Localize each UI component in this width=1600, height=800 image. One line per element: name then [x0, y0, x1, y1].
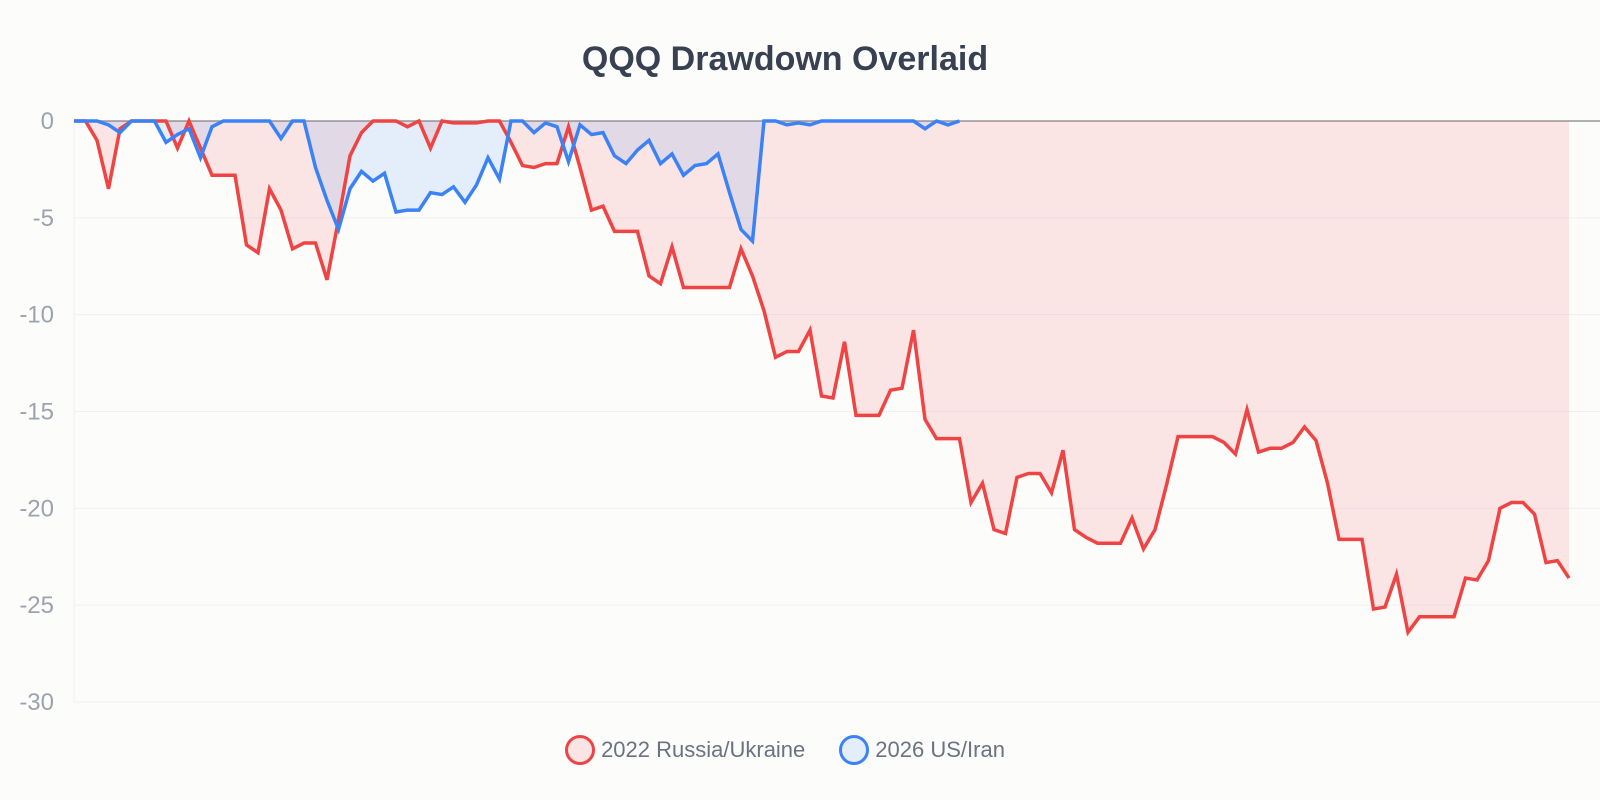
chart-title: QQQ Drawdown Overlaid	[581, 40, 989, 78]
series-line-1	[74, 119, 961, 245]
y-tick-label: -5	[33, 205, 54, 232]
y-tick-label: -30	[19, 689, 54, 716]
legend: 2022 Russia/Ukraine 2026 US/Iran	[0, 735, 1570, 765]
y-tick-label: 0	[41, 108, 54, 135]
series-area-1	[74, 121, 960, 242]
y-tick-label: -15	[19, 399, 54, 426]
y-tick-label: -25	[19, 592, 54, 619]
legend-label: 2026 US/Iran	[875, 737, 1005, 762]
legend-item-russia-ukraine[interactable]: 2022 Russia/Ukraine	[565, 735, 805, 765]
series-area-0	[74, 121, 1569, 633]
legend-item-us-iran[interactable]: 2026 US/Iran	[839, 735, 1005, 765]
y-tick-label: -10	[19, 302, 54, 329]
legend-swatch-red	[565, 735, 596, 765]
y-tick-label: -20	[19, 495, 54, 522]
legend-label: 2022 Russia/Ukraine	[601, 737, 806, 762]
legend-swatch-blue	[839, 735, 870, 765]
series-line-0	[74, 116, 1571, 637]
